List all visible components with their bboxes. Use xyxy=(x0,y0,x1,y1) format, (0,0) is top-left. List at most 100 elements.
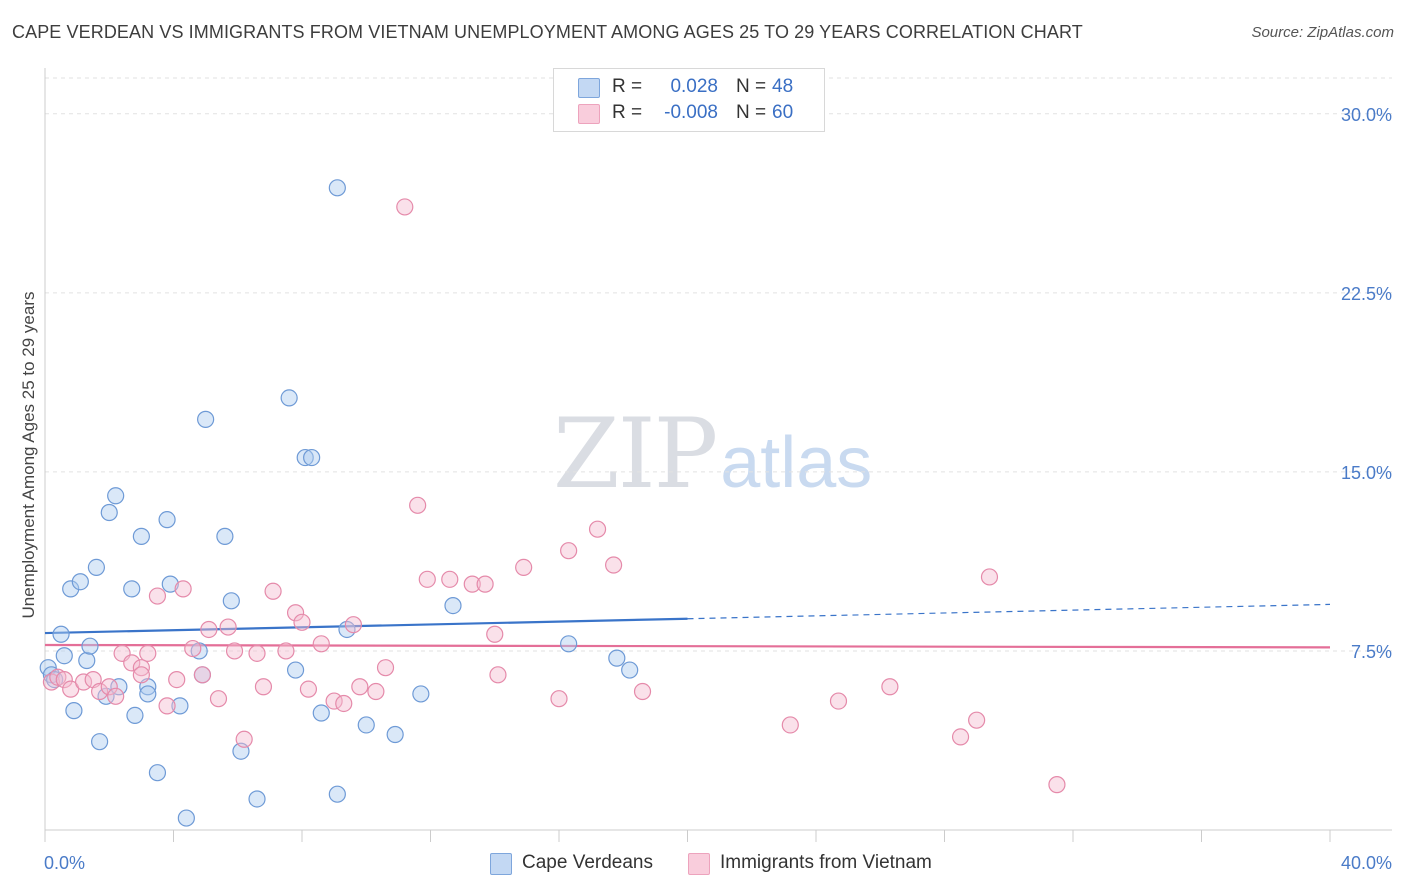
point-vietnam xyxy=(132,659,150,677)
point-cape-verdean xyxy=(87,558,106,576)
point-vietnam xyxy=(335,694,353,713)
legend-r-value: 0.028 xyxy=(670,76,718,97)
point-vietnam xyxy=(951,728,970,746)
point-cape-verdean xyxy=(161,575,179,593)
point-cape-verdean xyxy=(65,702,83,720)
point-vietnam xyxy=(550,690,568,708)
point-cape-verdean xyxy=(177,809,195,827)
point-vietnam xyxy=(409,496,427,514)
point-vietnam xyxy=(55,670,73,689)
point-cape-verdean xyxy=(78,651,96,670)
legend-swatch-pink xyxy=(578,104,600,124)
y-tick-label: 22.5% xyxy=(1341,284,1392,304)
point-cape-verdean xyxy=(171,697,189,715)
point-cape-verdean xyxy=(55,647,73,665)
point-vietnam xyxy=(200,620,218,639)
legend-n-value: 60 xyxy=(772,102,794,123)
tick-labels: 7.5% 15.0% 22.5% 30.0% 0.0% 40.0% xyxy=(44,105,1392,873)
point-cape-verdean xyxy=(46,670,64,689)
legend-label: Immigrants from Vietnam xyxy=(720,852,932,873)
point-cape-verdean xyxy=(91,733,109,751)
point-vietnam xyxy=(219,618,237,636)
legend-n-value: 48 xyxy=(772,76,794,97)
point-vietnam xyxy=(605,556,623,574)
point-vietnam xyxy=(209,690,228,708)
point-vietnam xyxy=(299,680,318,698)
point-vietnam xyxy=(980,568,999,586)
axes xyxy=(44,68,1392,842)
point-cape-verdean xyxy=(280,389,298,407)
point-cape-verdean xyxy=(328,179,346,197)
point-vietnam xyxy=(235,730,253,748)
point-vietnam xyxy=(418,570,436,588)
point-vietnam xyxy=(174,580,192,598)
point-vietnam xyxy=(139,644,157,662)
source-label: Source: ZipAtlas.com xyxy=(1251,24,1394,41)
point-cape-verdean xyxy=(81,637,99,655)
point-cape-verdean xyxy=(386,725,404,744)
point-vietnam xyxy=(367,682,385,701)
point-cape-verdean xyxy=(110,678,128,696)
point-cape-verdean xyxy=(123,580,141,598)
legend-swatch-blue xyxy=(578,78,600,98)
point-vietnam xyxy=(968,711,986,729)
point-cape-verdean xyxy=(286,661,305,679)
legend-n-label: N = xyxy=(736,76,767,97)
legend-r-label: R = xyxy=(612,76,643,97)
point-cape-verdean xyxy=(248,790,266,808)
y-tick-label: 15.0% xyxy=(1341,463,1392,483)
point-vietnam xyxy=(489,666,507,684)
point-vietnam xyxy=(168,670,186,689)
point-vietnam xyxy=(441,570,459,588)
point-cape-verdean xyxy=(444,596,462,615)
point-cape-verdean xyxy=(100,503,118,522)
point-vietnam xyxy=(62,680,80,698)
point-vietnam xyxy=(293,613,311,631)
point-vietnam xyxy=(1048,776,1066,794)
data-points xyxy=(39,179,1066,827)
point-vietnam xyxy=(91,682,109,701)
point-vietnam xyxy=(829,692,848,710)
legend-swatch-pink xyxy=(688,853,710,875)
point-vietnam xyxy=(344,616,362,634)
point-cape-verdean xyxy=(107,487,125,505)
point-vietnam xyxy=(881,678,899,696)
point-cape-verdean xyxy=(52,625,70,643)
x-tick-label: 0.0% xyxy=(44,853,85,873)
point-vietnam xyxy=(158,697,176,715)
point-cape-verdean xyxy=(560,635,578,653)
point-cape-verdean xyxy=(621,661,639,679)
trend-line-cape-verdeans-projection xyxy=(687,603,1331,620)
trend-line-cape-verdeans xyxy=(44,617,688,635)
point-cape-verdean xyxy=(126,706,144,725)
point-vietnam xyxy=(264,582,282,600)
point-vietnam xyxy=(376,659,395,677)
legend-r-value: -0.008 xyxy=(664,102,718,123)
point-cape-verdean xyxy=(608,649,626,667)
point-vietnam xyxy=(781,716,799,734)
point-vietnam xyxy=(107,687,125,705)
point-vietnam xyxy=(225,642,244,660)
point-vietnam xyxy=(588,520,607,538)
legend-n-label: N = xyxy=(736,102,767,123)
correlation-legend: R = 0.028 N = 48 R = -0.008 N = 60 xyxy=(553,68,825,132)
chart-title: CAPE VERDEAN VS IMMIGRANTS FROM VIETNAM … xyxy=(12,22,1083,42)
point-vietnam xyxy=(396,198,414,216)
point-cape-verdean xyxy=(71,573,89,591)
point-vietnam xyxy=(515,558,533,576)
point-cape-verdean xyxy=(303,448,321,467)
point-cape-verdean xyxy=(222,592,240,610)
legend-swatch-blue xyxy=(490,853,512,875)
grid-lines xyxy=(45,77,1392,652)
point-cape-verdean xyxy=(312,704,330,722)
point-vietnam xyxy=(633,682,652,701)
point-vietnam xyxy=(463,575,481,593)
point-vietnam xyxy=(277,642,295,660)
point-vietnam xyxy=(486,625,504,643)
x-tick-label: 40.0% xyxy=(1341,853,1392,873)
point-cape-verdean xyxy=(412,685,430,703)
point-vietnam xyxy=(193,666,212,684)
point-vietnam xyxy=(312,635,330,653)
point-vietnam xyxy=(100,678,118,696)
